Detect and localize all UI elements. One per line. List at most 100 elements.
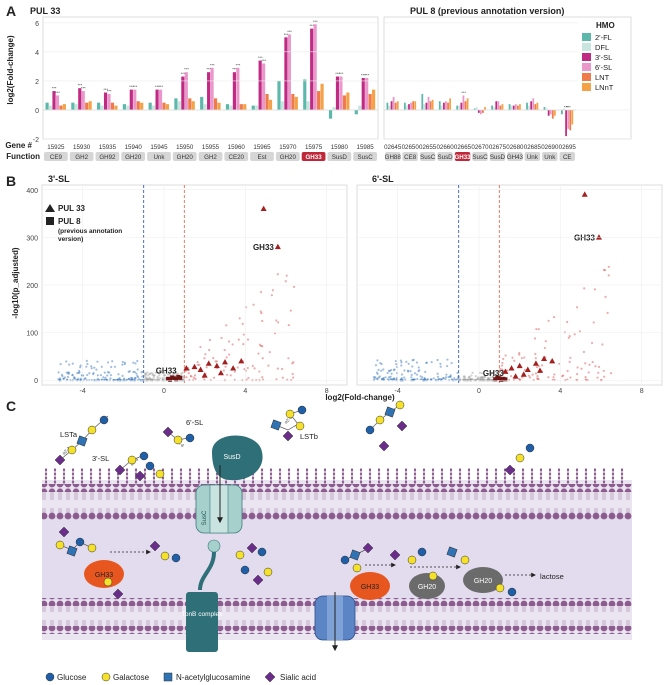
gene-point bbox=[604, 269, 607, 272]
gene-point bbox=[109, 377, 112, 380]
bar bbox=[335, 76, 340, 110]
pul33-point bbox=[532, 360, 539, 366]
galactose-symbol bbox=[515, 453, 525, 463]
bar bbox=[482, 109, 484, 113]
significance-mark: *** bbox=[566, 104, 571, 109]
gene-point bbox=[468, 375, 471, 378]
gene-point bbox=[171, 373, 175, 376]
legend-glucose: Glucose bbox=[57, 673, 87, 682]
gene-point bbox=[65, 360, 68, 363]
bar bbox=[107, 93, 111, 110]
gh33-label-left: GH33 bbox=[95, 572, 113, 579]
panel-c: C SusD SusC TonB comple bbox=[6, 398, 632, 683]
gene-point bbox=[71, 373, 74, 376]
gh20-label-1: GH20 bbox=[418, 584, 436, 591]
function-chip bbox=[437, 152, 453, 161]
glcnac-icon bbox=[163, 672, 173, 682]
bar bbox=[484, 107, 486, 110]
gene-point bbox=[376, 372, 379, 376]
gene-point bbox=[242, 333, 245, 336]
gene-point bbox=[275, 319, 278, 322]
gene-point bbox=[441, 377, 445, 380]
bar bbox=[414, 101, 417, 110]
significance-mark: *** bbox=[155, 84, 160, 89]
gene-point bbox=[511, 356, 514, 359]
gene-point bbox=[277, 321, 280, 324]
panel-a-letter: A bbox=[6, 3, 16, 19]
gene-point bbox=[423, 377, 426, 380]
gene-point bbox=[76, 372, 79, 375]
gene-point bbox=[393, 377, 396, 380]
bar bbox=[406, 105, 408, 110]
gene-point bbox=[604, 295, 607, 298]
sialic-acid-symbol bbox=[378, 440, 390, 452]
gene-point bbox=[271, 289, 274, 292]
gene-point bbox=[501, 368, 504, 371]
gene-point bbox=[154, 371, 157, 374]
gene-point bbox=[425, 361, 428, 364]
bar bbox=[88, 101, 92, 110]
bar bbox=[55, 95, 60, 110]
gene-point bbox=[228, 353, 231, 356]
function-label: SusD bbox=[332, 154, 348, 161]
glucose-symbol bbox=[185, 433, 195, 443]
bar bbox=[122, 104, 126, 110]
gene-point bbox=[481, 377, 485, 380]
gh33-annotation: GH33 bbox=[156, 366, 177, 375]
glucose-symbol bbox=[340, 555, 350, 565]
legend-pul8-sub1: (previous annotation bbox=[58, 228, 122, 235]
bar bbox=[110, 102, 115, 110]
gene-point bbox=[416, 377, 419, 381]
significance-mark: *** bbox=[261, 58, 266, 63]
panel-a-ylabel: log2(Fold-change) bbox=[6, 35, 15, 105]
gene-point bbox=[387, 376, 391, 379]
gene-point bbox=[424, 370, 427, 373]
gene-point bbox=[152, 374, 156, 377]
bar bbox=[438, 101, 441, 110]
gene-point bbox=[392, 377, 395, 380]
gene-point bbox=[425, 361, 428, 364]
gene-label: 15950 bbox=[176, 144, 194, 151]
function-label: CE20 bbox=[229, 154, 245, 161]
gene-point bbox=[251, 364, 254, 368]
a26-label-2: α2-6 bbox=[283, 414, 293, 424]
bar bbox=[516, 105, 519, 110]
gene-label: 02645 bbox=[384, 144, 402, 151]
gene-point bbox=[73, 377, 76, 380]
function-label: GH88 bbox=[385, 154, 402, 161]
panel-b-xlabel: log2(Fold-change) bbox=[325, 393, 395, 402]
gene-point bbox=[227, 340, 231, 343]
gene-point bbox=[144, 372, 147, 375]
function-label: GH33 bbox=[305, 154, 322, 161]
gene-point bbox=[225, 356, 228, 359]
bar bbox=[346, 92, 350, 110]
gene-point bbox=[500, 364, 504, 367]
gene-point bbox=[468, 377, 472, 380]
legend-glcnac: N-acetylglucosamine bbox=[176, 673, 251, 682]
bar bbox=[427, 96, 430, 110]
bar bbox=[59, 105, 63, 110]
gene-point bbox=[446, 358, 449, 361]
gene-point bbox=[192, 376, 196, 379]
bar bbox=[528, 105, 530, 110]
bar bbox=[565, 109, 567, 137]
significance-mark: *** bbox=[107, 88, 112, 93]
legend-sialic: Sialic acid bbox=[280, 673, 316, 682]
gene-point bbox=[471, 378, 474, 381]
pul8-point bbox=[174, 377, 179, 382]
glucose-symbol bbox=[417, 547, 427, 557]
gene-point bbox=[519, 378, 522, 381]
bar bbox=[174, 98, 178, 110]
gene-point bbox=[79, 377, 82, 380]
y-tick-label: 6 bbox=[35, 21, 39, 28]
bar bbox=[52, 91, 56, 110]
legend-pul8: PUL 8 bbox=[58, 217, 81, 226]
gene-point bbox=[106, 361, 110, 364]
gene-point bbox=[135, 372, 138, 375]
gene-point bbox=[609, 372, 613, 375]
function-chip bbox=[172, 152, 197, 161]
pul33-point bbox=[541, 355, 548, 362]
gene-point bbox=[223, 348, 226, 352]
gene-point bbox=[534, 372, 538, 375]
